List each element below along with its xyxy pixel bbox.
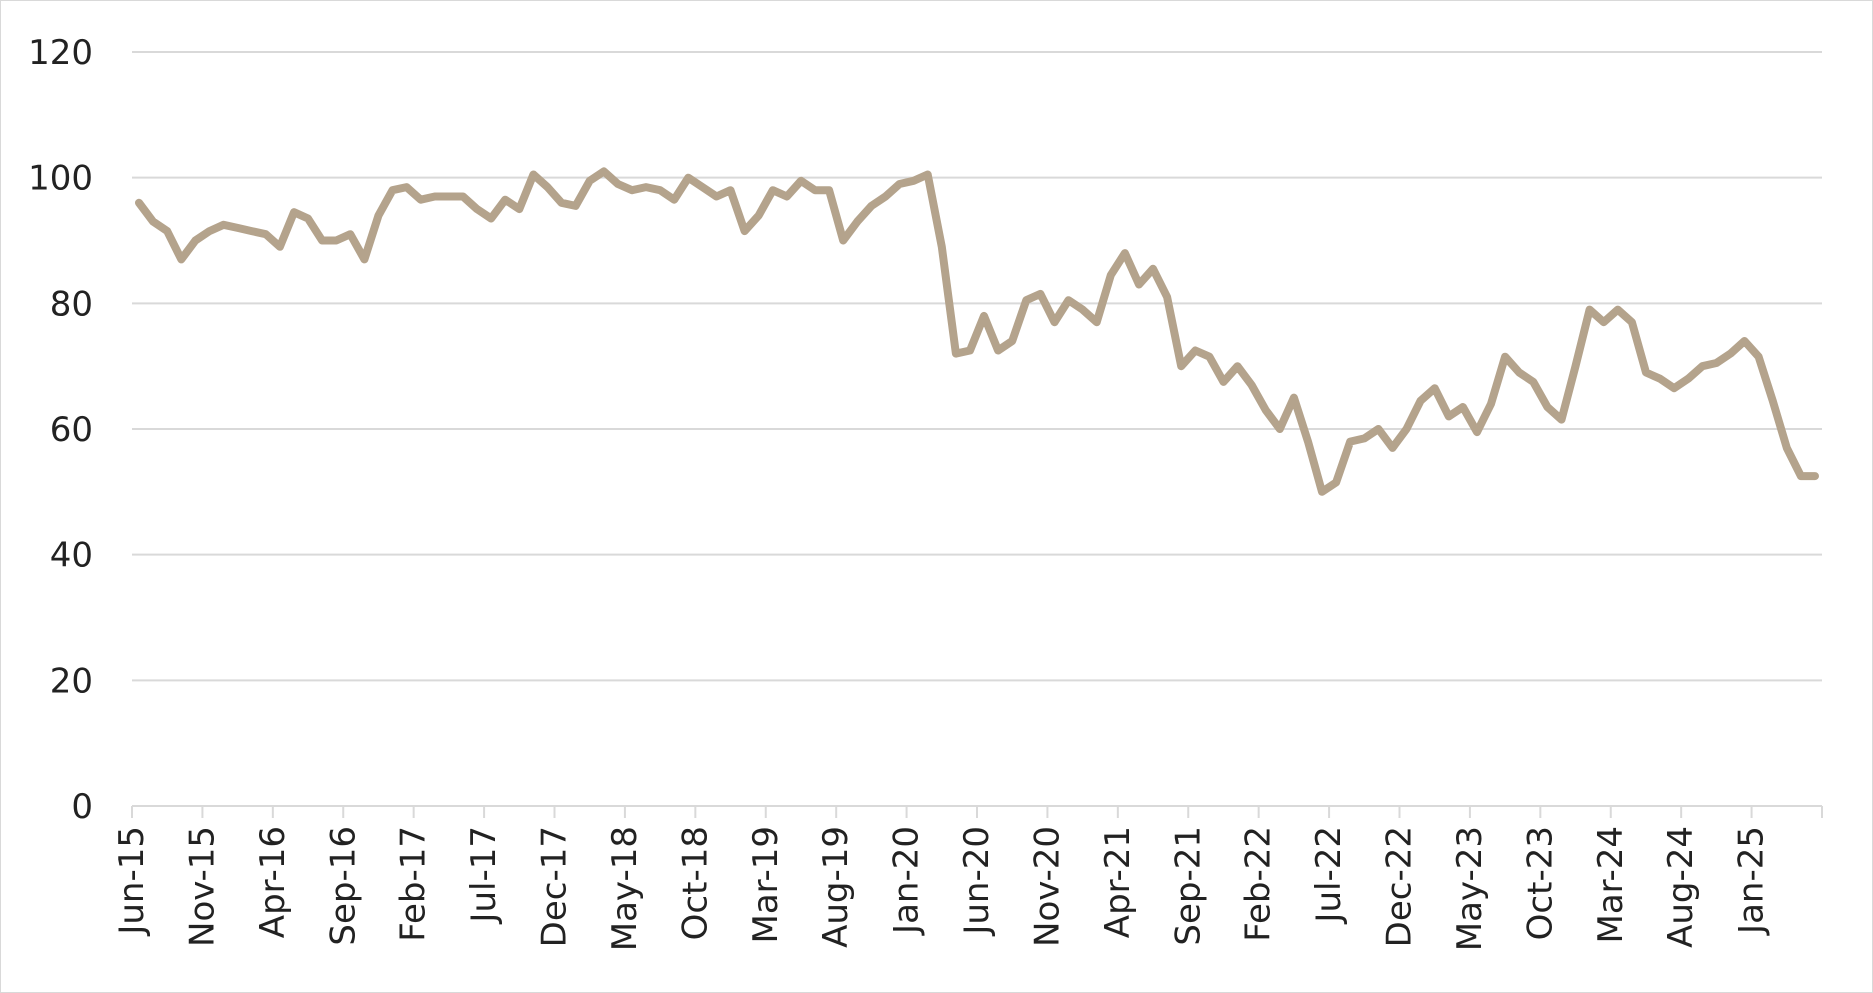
y-tick-label: 0 (71, 787, 93, 827)
x-tick-label: Nov-20 (1027, 826, 1067, 947)
x-tick-label: Nov-15 (182, 826, 222, 947)
x-tick-label: Feb-22 (1239, 826, 1279, 942)
x-tick-label: Jun-15 (112, 826, 152, 937)
x-tick-label: Aug-24 (1661, 826, 1701, 948)
y-tick-label: 120 (28, 33, 93, 73)
y-tick-label: 100 (28, 159, 93, 199)
x-tick-label: Jun-20 (957, 826, 997, 937)
y-tick-label: 60 (50, 410, 93, 450)
x-tick-label: Oct-23 (1520, 826, 1560, 940)
x-tick-label: Dec-22 (1380, 826, 1420, 947)
x-tick-label: Sep-16 (323, 826, 363, 946)
x-tick-label: Mar-24 (1591, 826, 1631, 944)
x-tick-label: Aug-19 (816, 826, 856, 948)
x-tick-label: Apr-16 (253, 826, 293, 938)
y-tick-label: 40 (50, 536, 93, 576)
x-tick-label: Jan-20 (887, 826, 927, 936)
x-axis: Jun-15 Nov-15 Apr-16 Sep-16 Feb-17 Jul-17 Dec-… (112, 805, 1823, 951)
x-tick-label: Mar-19 (746, 826, 786, 944)
x-tick-label: Feb-17 (394, 826, 434, 942)
y-tick-label: 80 (50, 284, 93, 324)
x-tick-label: May-23 (1450, 826, 1490, 951)
x-tick-label: May-18 (605, 826, 645, 951)
x-tick-label: Apr-21 (1098, 826, 1138, 938)
series-layer (135, 167, 1819, 496)
x-tick-label: Dec-17 (535, 826, 575, 947)
x-tick-label: Sep-21 (1168, 826, 1208, 946)
x-tick-label: Jul-17 (464, 826, 504, 925)
series-line (135, 167, 1819, 496)
gridlines (132, 51, 1822, 682)
y-axis: 0 20 40 60 80 100 120 (28, 33, 93, 827)
y-tick-label: 20 (50, 661, 93, 701)
x-tick-label: Jul-22 (1309, 826, 1349, 925)
x-tick-label: Jan-25 (1732, 826, 1772, 936)
x-tick-label: Oct-18 (675, 826, 715, 940)
